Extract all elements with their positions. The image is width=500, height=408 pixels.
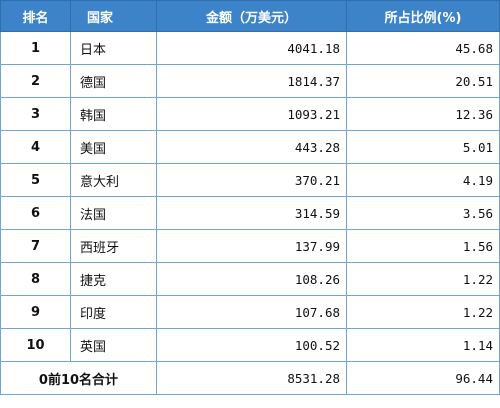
amount-cell: 108.26 <box>156 262 347 296</box>
country-cell: 英国 <box>70 328 157 362</box>
amount-cell: 314.59 <box>156 196 347 230</box>
amount-cell: 137.99 <box>156 229 347 263</box>
country-cell: 德国 <box>70 64 157 98</box>
country-ranking-table: 排名 国家 金额（万美元） 所占比例(%) 1 日本 4041.18 45.68… <box>0 0 500 395</box>
share-cell: 3.56 <box>346 196 500 230</box>
rank-cell: 8 <box>0 262 71 296</box>
table-row: 9 印度 107.68 1.22 <box>0 295 500 329</box>
country-cell: 韩国 <box>70 97 157 131</box>
amount-cell: 1093.21 <box>156 97 347 131</box>
header-country: 国家 <box>70 0 157 32</box>
country-cell: 捷克 <box>70 262 157 296</box>
rank-cell: 7 <box>0 229 71 263</box>
rank-cell: 4 <box>0 130 71 164</box>
table-row: 4 美国 443.28 5.01 <box>0 130 500 164</box>
country-cell: 美国 <box>70 130 157 164</box>
country-cell: 西班牙 <box>70 229 157 263</box>
rank-cell: 6 <box>0 196 71 230</box>
rank-cell: 3 <box>0 97 71 131</box>
rank-cell: 1 <box>0 31 71 65</box>
table-row: 1 日本 4041.18 45.68 <box>0 31 500 65</box>
share-cell: 1.22 <box>346 262 500 296</box>
share-cell: 1.56 <box>346 229 500 263</box>
total-share-cell: 96.44 <box>346 361 500 395</box>
table-row: 7 西班牙 137.99 1.56 <box>0 229 500 263</box>
table-row: 6 法国 314.59 3.56 <box>0 196 500 230</box>
table-row: 2 德国 1814.37 20.51 <box>0 64 500 98</box>
amount-cell: 1814.37 <box>156 64 347 98</box>
rank-cell: 5 <box>0 163 71 197</box>
header-row: 排名 国家 金额（万美元） 所占比例(%) <box>0 0 500 32</box>
amount-cell: 4041.18 <box>156 31 347 65</box>
country-cell: 日本 <box>70 31 157 65</box>
table-row: 3 韩国 1093.21 12.36 <box>0 97 500 131</box>
table-row: 10 英国 100.52 1.14 <box>0 328 500 362</box>
rank-cell: 2 <box>0 64 71 98</box>
amount-cell: 100.52 <box>156 328 347 362</box>
table-row: 8 捷克 108.26 1.22 <box>0 262 500 296</box>
amount-cell: 370.21 <box>156 163 347 197</box>
share-cell: 1.22 <box>346 295 500 329</box>
country-cell: 意大利 <box>70 163 157 197</box>
table-body: 1 日本 4041.18 45.68 2 德国 1814.37 20.51 3 … <box>0 31 500 395</box>
amount-cell: 443.28 <box>156 130 347 164</box>
rank-cell: 10 <box>0 328 71 362</box>
table-header: 排名 国家 金额（万美元） 所占比例(%) <box>0 0 500 32</box>
table-row: 5 意大利 370.21 4.19 <box>0 163 500 197</box>
country-cell: 印度 <box>70 295 157 329</box>
share-cell: 45.68 <box>346 31 500 65</box>
total-label-cell: 0前10名合计 <box>0 361 157 395</box>
share-cell: 1.14 <box>346 328 500 362</box>
share-cell: 5.01 <box>346 130 500 164</box>
share-cell: 20.51 <box>346 64 500 98</box>
header-share: 所占比例(%) <box>346 0 500 32</box>
country-cell: 法国 <box>70 196 157 230</box>
share-cell: 4.19 <box>346 163 500 197</box>
header-amount: 金额（万美元） <box>156 0 347 32</box>
amount-cell: 107.68 <box>156 295 347 329</box>
share-cell: 12.36 <box>346 97 500 131</box>
total-amount-cell: 8531.28 <box>156 361 347 395</box>
total-row: 0前10名合计 8531.28 96.44 <box>0 361 500 395</box>
rank-cell: 9 <box>0 295 71 329</box>
header-rank: 排名 <box>0 0 71 32</box>
